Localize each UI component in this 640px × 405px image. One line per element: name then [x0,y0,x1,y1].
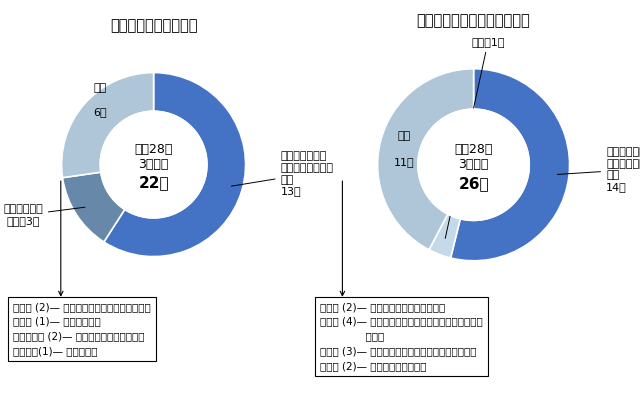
Wedge shape [451,69,570,261]
Text: 食品系 (2)— 敷島製パン、マルサンアイ
製造系 (4)— エーザイ、オカモト、オルガン針、日本
              ビスコ
公務員 (3)— 掛川市: 食品系 (2)— 敷島製パン、マルサンアイ 製造系 (4)— エーザイ、オカモト… [320,302,483,371]
Wedge shape [429,214,460,258]
Text: 未定　1名: 未定 1名 [445,37,505,239]
Text: 他大学大学院
進学　3名: 他大学大学院 進学 3名 [3,205,85,226]
Wedge shape [61,72,154,178]
Title: 【生物機能科学課程】: 【生物機能科学課程】 [110,18,197,33]
Title: 【生物資源・環境科学課程】: 【生物資源・環境科学課程】 [417,13,531,28]
Circle shape [418,109,529,220]
Wedge shape [378,69,474,250]
Text: 信州大学大学院
総合理工学研究科
進学
14名: 信州大学大学院 総合理工学研究科 進学 14名 [557,147,640,192]
Text: 22名: 22名 [138,175,169,190]
Text: 11名: 11名 [394,157,415,167]
Text: 就職: 就職 [398,131,411,141]
Text: 食品系 (2)— 東海漬物、ロック・フィールド
製造系 (1)— 小松開発工業
情報通信系 (2)— コスメディア、静岡放送
公務員　(1)— 静岡県職員: 食品系 (2)— 東海漬物、ロック・フィールド 製造系 (1)— 小松開発工業 … [13,302,150,356]
Text: 26名: 26名 [458,177,489,192]
Text: 3月卒業: 3月卒業 [458,158,489,171]
Text: 就職: 就職 [93,83,107,93]
Wedge shape [63,172,125,242]
Circle shape [100,111,207,218]
Text: 平成28年: 平成28年 [454,143,493,156]
Text: 3月卒業: 3月卒業 [138,158,169,171]
Text: 6名: 6名 [93,107,107,117]
Text: 平成28年: 平成28年 [134,143,173,156]
Text: 信州大学大学院
総合理工学研究科
進学
13名: 信州大学大学院 総合理工学研究科 進学 13名 [232,151,333,196]
Wedge shape [104,72,246,257]
